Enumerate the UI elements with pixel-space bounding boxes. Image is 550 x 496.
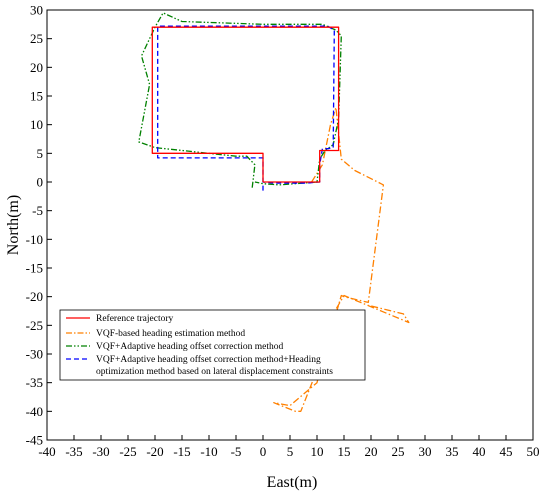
y-tick-label: 20: [30, 60, 43, 75]
legend-label-vqf-adaptive-heading: VQF+Adaptive heading offset correction m…: [96, 354, 321, 365]
x-tick-label: -10: [200, 444, 217, 459]
x-tick-label: 50: [527, 444, 540, 459]
y-tick-label: -30: [26, 347, 43, 362]
x-tick-label: -35: [65, 444, 82, 459]
series-vqf-heading: [273, 106, 410, 412]
y-tick-label: -25: [26, 318, 43, 333]
legend-box: [59, 309, 366, 381]
y-tick-label: -40: [26, 404, 43, 419]
x-tick-label: 35: [446, 444, 459, 459]
y-tick-label: -15: [26, 261, 43, 276]
y-tick-label: -5: [32, 203, 43, 218]
y-tick-label: -45: [26, 433, 43, 448]
x-tick-label: -40: [38, 444, 55, 459]
x-tick-label: 15: [338, 444, 351, 459]
x-tick-label: 20: [365, 444, 378, 459]
y-tick-label: 25: [30, 31, 43, 46]
series-vqf-adaptive: [138, 12, 342, 188]
legend-label-vqf-adaptive: VQF+Adaptive heading offset correction m…: [96, 341, 283, 352]
x-tick-label: 45: [500, 444, 513, 459]
legend-label-vqf: VQF-based heading estimation method: [96, 329, 245, 339]
x-tick-label: 30: [419, 444, 432, 459]
x-tick-label: 5: [287, 444, 294, 459]
legend-label-reference: Reference trajectory: [96, 313, 174, 324]
series-vqf-adaptive-heading-opt: [157, 25, 335, 191]
y-tick-label: -20: [26, 289, 43, 304]
y-axis-title: North(m): [5, 195, 22, 255]
x-tick-label: 25: [392, 444, 405, 459]
x-axis-title: East(m): [267, 474, 318, 491]
legend: Reference trajectory VQF-based heading e…: [59, 309, 366, 381]
series-reference-trajectory: [151, 26, 340, 183]
series-layer: [138, 12, 410, 412]
y-tick-label: 30: [30, 3, 43, 18]
x-axis-ticks: -40 -35 -30 -25 -20 -15 -10 -5 0 5 10 15 20 25 30 35 40 4…: [38, 435, 540, 459]
y-tick-label: 10: [30, 117, 43, 132]
x-tick-label: -25: [119, 444, 136, 459]
legend-label-vqf-adaptive-heading-cont: optimization method based on lateral dis…: [96, 367, 333, 377]
x-tick-label: 10: [311, 444, 324, 459]
y-tick-label: 15: [30, 89, 43, 104]
x-tick-label: -20: [146, 444, 163, 459]
x-tick-label: -15: [173, 444, 190, 459]
x-tick-label: -30: [92, 444, 109, 459]
y-axis-ticks: -45 -40 -35 -30 -25 -20 -15 -10 -5 0 5 10 15 20 25 30: [26, 3, 52, 448]
x-tick-label: -5: [231, 444, 242, 459]
x-tick-label: 0: [260, 444, 267, 459]
y-tick-label: 0: [37, 175, 44, 190]
y-tick-label: -35: [26, 375, 43, 390]
y-tick-label: 5: [37, 146, 44, 161]
y-tick-label: -10: [26, 232, 43, 247]
x-tick-label: 40: [473, 444, 486, 459]
